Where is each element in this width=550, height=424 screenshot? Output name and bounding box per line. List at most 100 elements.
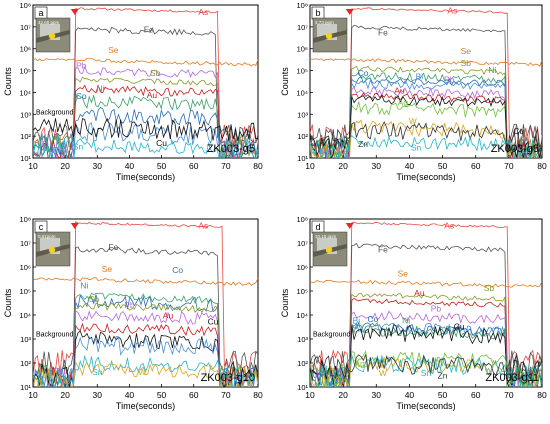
series-label: Au [394, 86, 405, 96]
micrograph-inset: 10.18 ppm [312, 231, 348, 267]
x-tick-label: 50 [157, 390, 167, 400]
series-label: Ni [488, 65, 496, 75]
series-line-fe [33, 246, 258, 377]
series-label: Cu [513, 126, 524, 136]
series-label: Sb [89, 294, 100, 304]
series-label: As [444, 221, 454, 231]
y-tick-label: 10⁴ [19, 88, 31, 97]
series-label: Sn [92, 367, 103, 377]
series-line-ni [310, 323, 542, 387]
x-tick-label: 20 [60, 161, 70, 171]
inset-value: 0.61ppm [38, 234, 56, 239]
series-label: Au [147, 90, 158, 100]
series-label: Ni [80, 281, 88, 291]
series-group [310, 221, 542, 387]
x-tick-label: 80 [537, 161, 547, 171]
series-line-cu [310, 94, 542, 158]
series-line-as [310, 221, 542, 377]
series-label: Co [76, 91, 87, 101]
inset-value: 42.60 ppm [38, 20, 60, 25]
sample-id: ZK003-g5 [207, 143, 255, 155]
series-line-w [310, 355, 542, 387]
y-tick-label: 10⁷ [297, 23, 308, 32]
series-label: Zn [438, 371, 448, 381]
y-tick-label: 10³ [297, 110, 308, 119]
x-tick-label: 20 [338, 161, 348, 171]
panel-label: b [315, 8, 320, 18]
series-line-w [310, 119, 542, 158]
y-tick-label: 10⁷ [20, 239, 31, 248]
x-tick-label: 40 [405, 161, 415, 171]
series-label: W [138, 367, 146, 377]
series-label: As [198, 7, 208, 17]
y-axis-title: Counts [280, 288, 290, 317]
x-tick-label: 30 [93, 390, 103, 400]
y-tick-label: 10³ [297, 335, 308, 344]
series-label: Bi [353, 315, 361, 325]
series-label: Sb [461, 58, 472, 68]
series-line-zn [310, 120, 542, 154]
y-tick-label: 10⁸ [19, 215, 31, 224]
series-label: As [198, 221, 208, 231]
series-line-fe [310, 242, 542, 377]
y-tick-label: 10¹ [20, 383, 31, 392]
y-tick-label: 10³ [20, 110, 31, 119]
series-label: Se [398, 269, 409, 279]
series-label: Ag [398, 98, 409, 108]
series-line-se [33, 57, 258, 67]
series-label: Fe [378, 28, 388, 38]
series-label: Sn [73, 141, 84, 151]
series-label: Cu [454, 321, 465, 331]
y-tick-label: 10⁸ [296, 1, 308, 10]
signal-start-marker [345, 223, 354, 229]
signal-start-marker [70, 9, 79, 15]
x-tick-label: 60 [471, 161, 481, 171]
micrograph-inset: 0.61ppm [35, 231, 71, 267]
y-tick-label: 10⁵ [20, 67, 31, 76]
y-tick-label: 10⁸ [296, 215, 308, 224]
series-line-zn [310, 354, 542, 381]
x-tick-label: 60 [471, 390, 481, 400]
x-tick-label: 40 [125, 390, 135, 400]
y-tick-label: 10⁶ [20, 263, 31, 272]
series-label: Co [368, 314, 379, 324]
series-label: Zn [358, 139, 368, 149]
laser-spot [48, 32, 56, 40]
x-tick-label: 30 [372, 161, 382, 171]
y-tick-label: 10⁵ [20, 287, 31, 296]
series-label: Au [163, 311, 174, 321]
series-label: Pb [431, 303, 442, 313]
series-label: Au [414, 288, 425, 298]
plot-frame [309, 218, 543, 388]
y-tick-label: 10² [297, 359, 308, 368]
series-label: Sb [150, 68, 161, 78]
background-label: Background [313, 332, 350, 339]
series-label: As [448, 6, 458, 16]
signal-start-marker [345, 9, 354, 15]
series-label: Se [102, 264, 113, 274]
x-tick-label: 70 [221, 390, 231, 400]
series-line-ni [310, 71, 542, 158]
y-tick-label: 10⁴ [296, 311, 308, 320]
series-line-sn [33, 138, 258, 158]
y-tick-label: 10⁶ [20, 45, 31, 54]
x-tick-label: 10 [28, 390, 38, 400]
series-group [33, 220, 258, 387]
y-axis-title: Counts [3, 288, 13, 317]
x-tick-label: 20 [60, 390, 70, 400]
x-tick-label: 10 [305, 161, 315, 171]
series-line-se [310, 58, 542, 67]
series-label: Pb [76, 60, 87, 70]
series-label: Ag [355, 359, 366, 369]
y-tick-label: 10⁷ [297, 239, 308, 248]
panel-b: As Fe Se Sb Ni Co Bi Pb Au AgW Cu Zn Sn 10 20 30 40 50 60 7… [280, 1, 547, 182]
series-line-as [33, 7, 258, 148]
series-label: Se [108, 45, 119, 55]
x-tick-label: 60 [189, 161, 199, 171]
y-tick-label: 10⁴ [19, 311, 31, 320]
sample-id: ZK003-g8 [491, 143, 539, 155]
series-label: Sn [411, 142, 422, 152]
x-tick-label: 40 [125, 161, 135, 171]
y-tick-label: 10⁸ [19, 1, 31, 10]
laser-spot [325, 246, 333, 254]
